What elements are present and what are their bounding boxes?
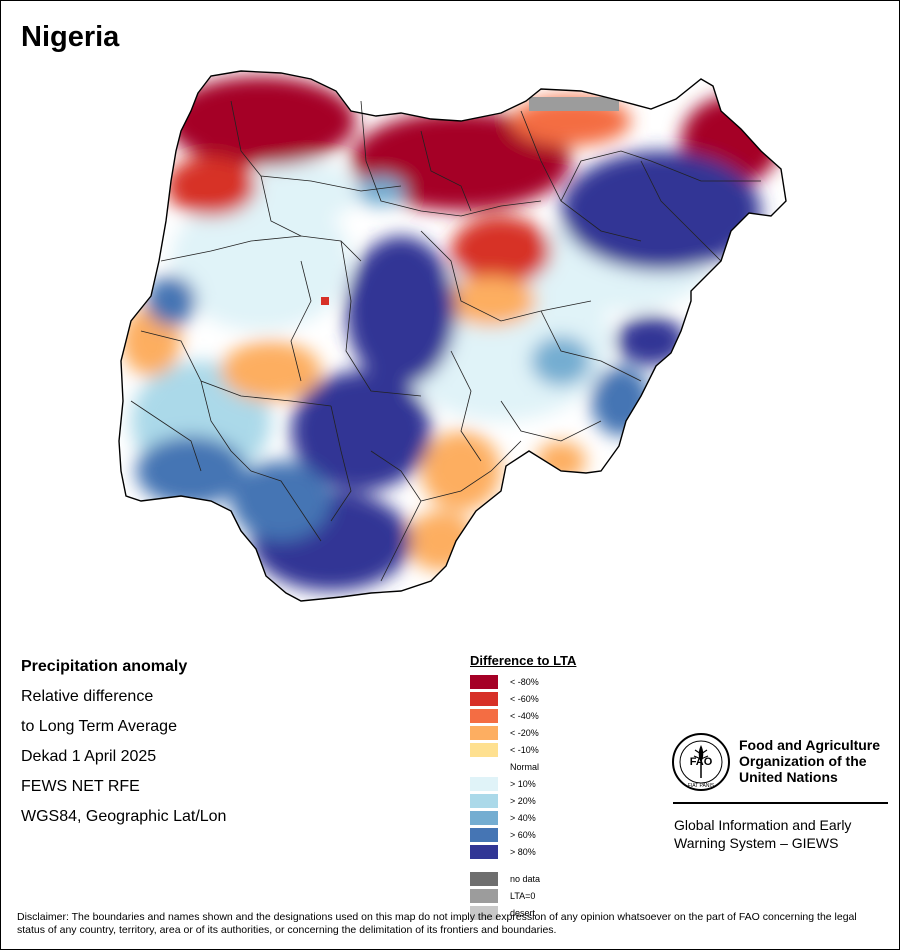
legend-swatch: [470, 675, 498, 689]
fao-logo-icon: FAO FIAT PANIS: [672, 733, 730, 791]
legend-title: Difference to LTA: [470, 653, 577, 668]
legend-label: > 80%: [510, 847, 536, 857]
legend-swatch: [470, 760, 498, 774]
legend-label: > 20%: [510, 796, 536, 806]
info-source: FEWS NET RFE: [21, 778, 140, 795]
legend-swatch: [470, 889, 498, 903]
legend-label: < -60%: [510, 694, 539, 704]
legend-label: LTA=0: [510, 891, 536, 901]
legend-swatch: [470, 743, 498, 757]
legend-label: no data: [510, 874, 541, 884]
map-info: Precipitation anomaly Relative differenc…: [21, 657, 226, 837]
legend-swatch: [470, 872, 498, 886]
fao-logo-text: FAO: [690, 756, 713, 768]
legend-label: > 60%: [510, 830, 536, 840]
legend-label: desert: [510, 908, 536, 918]
legend-label: > 40%: [510, 813, 536, 823]
legend-label: < -10%: [510, 745, 539, 755]
info-line-2: to Long Term Average: [21, 718, 177, 735]
legend-swatch: [470, 777, 498, 791]
info-projection: WGS84, Geographic Lat/Lon: [21, 808, 227, 825]
giews-name: Global Information and Early Warning Sys…: [674, 817, 852, 851]
nigeria-anomaly-map: [118, 70, 787, 602]
map-title: Nigeria: [21, 21, 120, 53]
legend-swatch: [470, 828, 498, 842]
fao-divider: [673, 802, 888, 804]
legend-swatch: [470, 906, 498, 920]
fao-motto: FIAT PANIS: [688, 783, 715, 789]
anomaly-raster: [119, 71, 786, 601]
legend-label: < -20%: [510, 728, 539, 738]
legend-swatch: [470, 811, 498, 825]
legend: Difference to LTA < -80% < -60% < -40% < -2…: [470, 653, 577, 920]
legend-swatch: [470, 845, 498, 859]
info-period: Dekad 1 April 2025: [21, 748, 157, 765]
legend-swatch: [470, 692, 498, 706]
fao-name: Food and Agriculture Organization of the…: [739, 737, 881, 785]
legend-label: > 10%: [510, 779, 536, 789]
legend-swatch: [470, 726, 498, 740]
legend-swatch: [470, 709, 498, 723]
nigeria-border: [118, 70, 787, 602]
legend-swatch: [470, 794, 498, 808]
legend-label: Normal: [510, 762, 540, 772]
legend-label: < -40%: [510, 711, 539, 721]
state-boundaries: [130, 100, 761, 582]
disclaimer: Disclaimer: The boundaries and names sho…: [17, 911, 857, 936]
legend-label: < -80%: [510, 677, 539, 687]
info-heading: Precipitation anomaly: [21, 658, 188, 675]
info-line-1: Relative difference: [21, 688, 154, 705]
